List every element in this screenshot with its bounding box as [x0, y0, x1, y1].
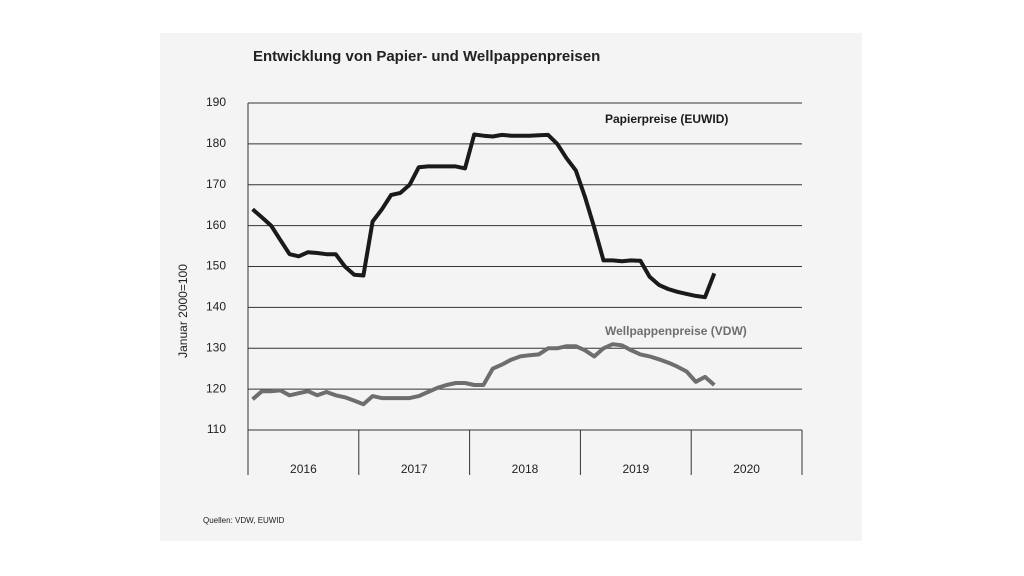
- y-tick-label: 170: [206, 177, 226, 191]
- x-band-label: 2020: [733, 462, 760, 476]
- source: Quellen: VDW, EUWID: [203, 516, 285, 525]
- y-tick-label: 160: [206, 218, 226, 232]
- x-band-label: 2017: [401, 462, 428, 476]
- series-label: Wellpappenpreise (VDW): [605, 324, 747, 338]
- y-tick-label: 180: [206, 136, 226, 150]
- panel: [160, 33, 862, 541]
- y-tick-label: 140: [206, 300, 226, 314]
- line-series: [251, 342, 716, 407]
- x-band-label: 2016: [290, 462, 317, 476]
- y-tick-label: 190: [206, 95, 226, 109]
- x-band-label: 2019: [622, 462, 649, 476]
- y-tick-label: 150: [206, 259, 226, 273]
- y-tick-label: 120: [206, 381, 226, 395]
- chart-title: Entwicklung von Papier- und Wellpappenpr…: [253, 48, 600, 65]
- line-series: [251, 132, 717, 300]
- y-axis-label: Januar 2000=100: [176, 264, 190, 358]
- x-band-label: 2018: [512, 462, 539, 476]
- y-tick-label: 110: [207, 422, 226, 436]
- series-label: Papierpreise (EUWID): [605, 112, 728, 126]
- y-tick-label: 130: [206, 340, 226, 354]
